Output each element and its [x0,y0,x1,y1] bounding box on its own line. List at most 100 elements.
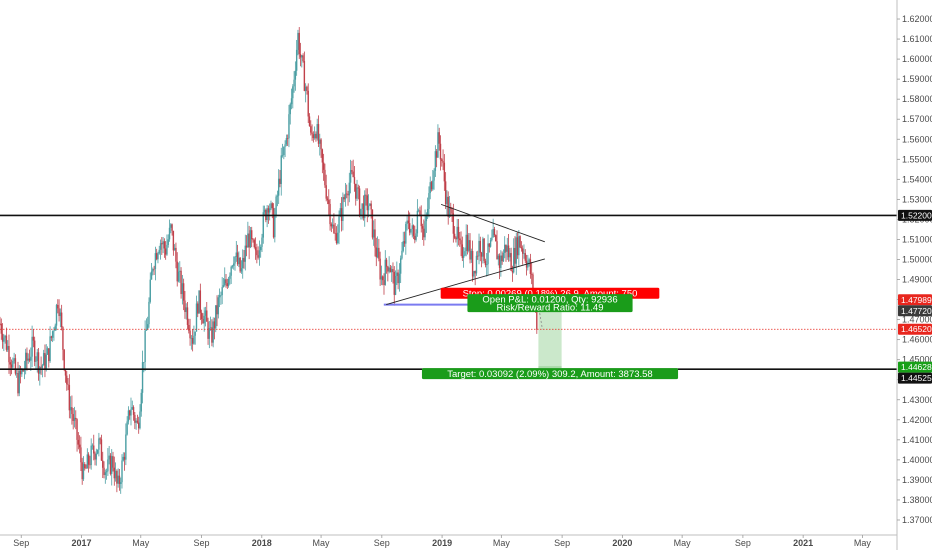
candle-body [347,194,349,196]
candle-body [171,224,173,231]
candle-body [510,253,512,271]
candle-body [238,257,240,265]
candle-body [203,315,205,324]
candle-body [366,195,368,211]
candle-body [222,285,225,288]
candle-body [385,259,388,267]
time-tick-label: Sep [735,538,751,548]
price-tag-bg [898,209,932,221]
candle-body [392,269,394,272]
candle-body [199,290,202,313]
candle-body [279,178,281,184]
candle-body [444,181,447,205]
candle-body [284,144,286,147]
candle-body [176,261,178,282]
candle-body [32,336,35,341]
candle-body [280,155,282,184]
candle-body [82,464,85,480]
candle-body [39,367,41,374]
candle-body [322,162,325,170]
candle-body [249,230,252,248]
candle-body [190,337,193,339]
candle-body [505,244,507,252]
candle-body [298,32,300,55]
candle-body [75,417,77,420]
candle-body [194,331,196,336]
candle-body [480,252,483,257]
candle-body [157,253,159,260]
candle-body [348,182,351,196]
price-tag-bg [898,372,932,384]
candle-body [276,195,279,197]
candle-body [398,273,401,284]
candle-body [145,329,148,331]
time-axis[interactable]: Sep 2017 May Sep 2018 May Sep 2019 May Sep 2020 May… [0,534,897,548]
candle-body [483,238,485,261]
candle-body [173,247,176,251]
candle-body [236,252,239,265]
candle-body [274,215,276,238]
candle-body [338,216,340,233]
candle-body [275,196,277,216]
candle-body [399,258,402,274]
candle-body [221,287,223,296]
candle-body [105,471,108,473]
candle-body [443,162,446,182]
candle-body [86,454,89,469]
candle-body [448,207,451,217]
candle-body [473,270,475,277]
candle-body [509,253,511,258]
candle-body [417,210,420,212]
price-tag-text: 1.44525 [901,373,932,383]
candle-body [424,221,426,238]
candle-body [365,194,367,196]
candle-body [127,410,130,422]
candle-body [53,330,55,332]
candle-body [523,253,525,254]
candle-body [310,126,312,133]
candle-body [188,324,190,331]
candle-body [130,409,132,416]
candle-body [200,312,203,320]
candle-body [316,124,318,139]
candle-body [10,364,13,368]
candle-body [349,170,352,183]
candle-body [148,301,150,325]
candle-body [426,208,429,215]
candle-body [493,229,496,236]
candle-body [121,460,123,483]
candle-body [507,245,510,258]
price-axis[interactable]: 1.37000 1.38000 1.39000 1.40000 1.41000 1.420… [896,0,932,550]
candle-body [358,188,361,216]
time-tick-label: Sep [554,538,570,548]
candle-body [9,362,11,365]
candle-body [197,303,199,314]
price-tag: 1.44525 [898,372,932,384]
candle-body [153,268,155,270]
candle-body [189,330,191,339]
candle-body [446,196,448,205]
candle-body [301,55,303,58]
candle-body [421,226,424,229]
candle-body [290,98,293,105]
candle-body [217,297,220,315]
candle-body [297,32,299,50]
candle-body [511,270,514,273]
candle-body [191,337,194,344]
candle-body [84,464,86,469]
candle-body [460,240,462,245]
candle-body [311,132,313,135]
candle-body [149,279,151,302]
candle-body [239,257,241,272]
candle-body [45,354,47,369]
candle-body [459,238,461,241]
candle-body [59,312,62,317]
candle-body [367,205,370,211]
candle-body [230,266,232,276]
candle-body [456,226,458,240]
pnl-label-bg [467,294,633,313]
target-label-text: Target: 0.03092 (2.09%) 309.2, Amount: 3… [447,369,652,380]
candle-body [161,243,163,245]
candle-body [351,170,353,172]
